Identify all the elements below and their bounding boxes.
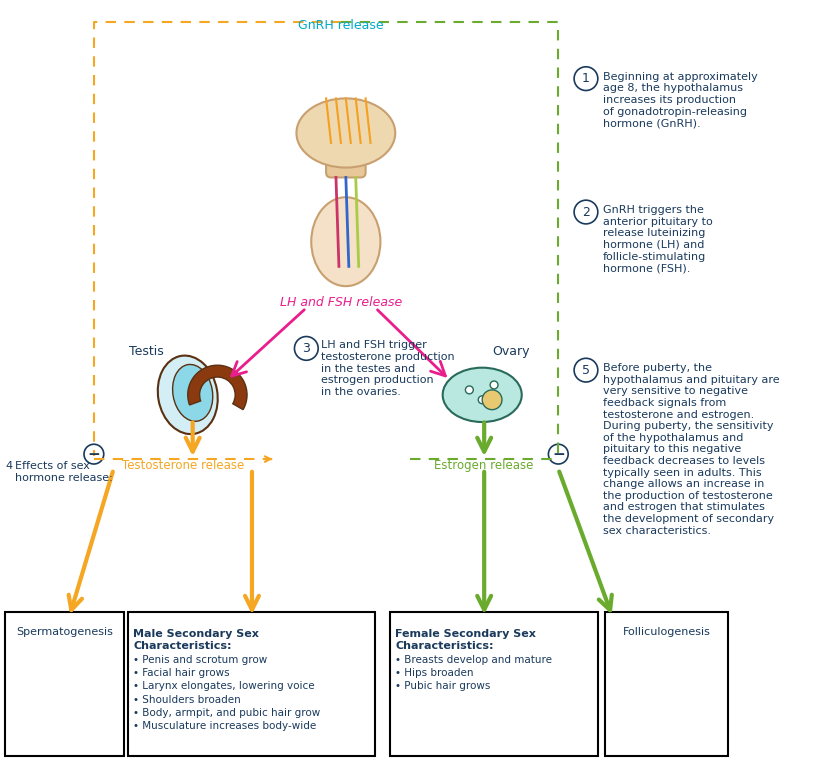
Ellipse shape	[442, 367, 522, 422]
Circle shape	[466, 386, 473, 394]
Ellipse shape	[297, 99, 396, 167]
Circle shape	[490, 381, 498, 389]
Text: Female Secondary Sex
Characteristics:: Female Secondary Sex Characteristics:	[396, 629, 536, 651]
Text: 4: 4	[5, 461, 12, 471]
FancyBboxPatch shape	[605, 612, 728, 756]
Text: 1: 1	[582, 72, 590, 85]
Text: Folliculogenesis: Folliculogenesis	[623, 627, 711, 637]
Text: • Musculature increases body-wide: • Musculature increases body-wide	[133, 721, 316, 731]
Text: Spermatogenesis: Spermatogenesis	[16, 627, 113, 637]
Wedge shape	[188, 365, 247, 410]
Text: Ovary: Ovary	[492, 345, 530, 358]
Text: 3: 3	[302, 342, 311, 355]
Text: • Hips broaden: • Hips broaden	[396, 668, 474, 678]
Text: • Shoulders broaden: • Shoulders broaden	[133, 694, 241, 704]
Text: Before puberty, the
hypothalamus and pituitary are
very sensitive to negative
fe: Before puberty, the hypothalamus and pit…	[603, 363, 780, 536]
Text: Testosterone release: Testosterone release	[122, 459, 244, 472]
Circle shape	[478, 396, 486, 403]
FancyBboxPatch shape	[326, 133, 366, 177]
Text: Effects of sex
hormone release:: Effects of sex hormone release:	[15, 461, 113, 483]
Text: • Body, armpit, and pubic hair grow: • Body, armpit, and pubic hair grow	[133, 708, 321, 718]
Text: • Pubic hair grows: • Pubic hair grows	[396, 681, 490, 691]
Text: −: −	[552, 447, 564, 461]
Text: Testis: Testis	[129, 345, 164, 358]
Text: Estrogen release: Estrogen release	[434, 459, 534, 472]
Text: • Facial hair grows: • Facial hair grows	[133, 668, 230, 678]
Text: Beginning at approximately
age 8, the hypothalamus
increases its production
of g: Beginning at approximately age 8, the hy…	[603, 72, 757, 128]
Ellipse shape	[157, 355, 218, 434]
FancyBboxPatch shape	[391, 612, 598, 756]
Text: 2: 2	[582, 206, 590, 219]
Text: 5: 5	[582, 364, 590, 377]
Text: Male Secondary Sex
Characteristics:: Male Secondary Sex Characteristics:	[133, 629, 260, 651]
Circle shape	[482, 390, 502, 410]
Text: LH and FSH trigger
testosterone production
in the testes and
estrogen production: LH and FSH trigger testosterone producti…	[321, 341, 455, 397]
Text: GnRH triggers the
anterior pituitary to
release luteinizing
hormone (LH) and
fol: GnRH triggers the anterior pituitary to …	[603, 205, 713, 273]
Text: • Penis and scrotum grow: • Penis and scrotum grow	[133, 655, 268, 665]
Text: • Breasts develop and mature: • Breasts develop and mature	[396, 655, 552, 665]
Ellipse shape	[311, 197, 381, 286]
Text: • Larynx elongates, lowering voice: • Larynx elongates, lowering voice	[133, 681, 315, 691]
FancyBboxPatch shape	[129, 612, 376, 756]
Text: LH and FSH release: LH and FSH release	[280, 296, 402, 309]
Ellipse shape	[172, 364, 213, 421]
Text: GnRH release: GnRH release	[298, 19, 384, 32]
Text: −: −	[87, 447, 101, 461]
FancyBboxPatch shape	[5, 612, 124, 756]
